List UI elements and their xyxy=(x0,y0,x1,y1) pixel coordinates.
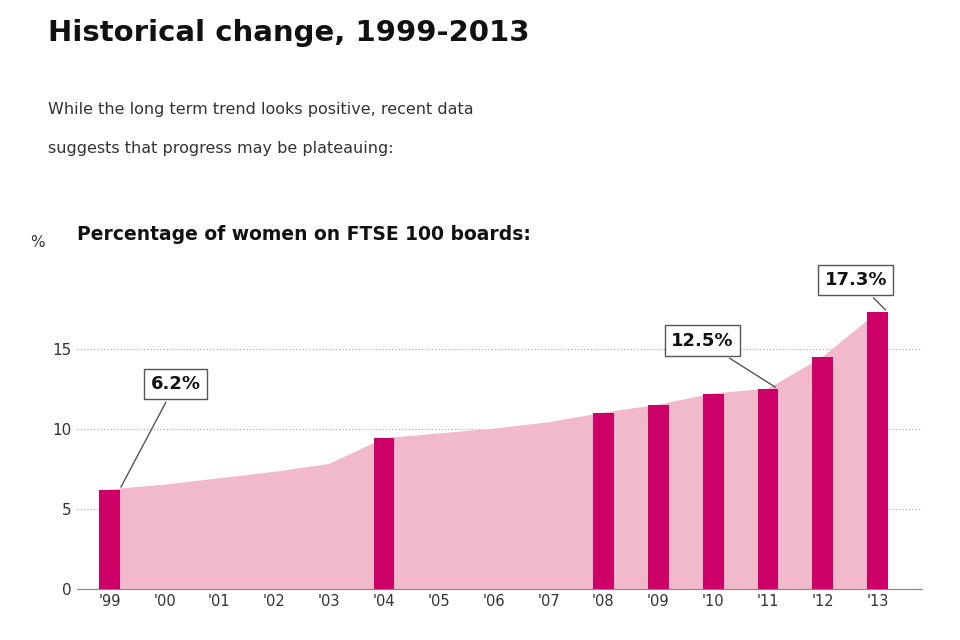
Bar xyxy=(757,388,779,589)
Text: 12.5%: 12.5% xyxy=(671,332,776,387)
Text: While the long term trend looks positive, recent data: While the long term trend looks positive… xyxy=(48,102,473,117)
Text: suggests that progress may be plateauing:: suggests that progress may be plateauing… xyxy=(48,141,394,156)
Text: Historical change, 1999-2013: Historical change, 1999-2013 xyxy=(48,19,530,47)
Bar xyxy=(373,438,395,589)
Text: Percentage of women on FTSE 100 boards:: Percentage of women on FTSE 100 boards: xyxy=(77,225,531,244)
Bar xyxy=(648,405,669,589)
Text: 17.3%: 17.3% xyxy=(825,271,887,310)
Text: %: % xyxy=(31,235,45,250)
Bar xyxy=(593,413,613,589)
Text: 6.2%: 6.2% xyxy=(121,375,201,487)
Bar xyxy=(99,490,120,589)
Bar xyxy=(867,312,888,589)
Bar xyxy=(812,357,833,589)
Bar xyxy=(703,394,724,589)
